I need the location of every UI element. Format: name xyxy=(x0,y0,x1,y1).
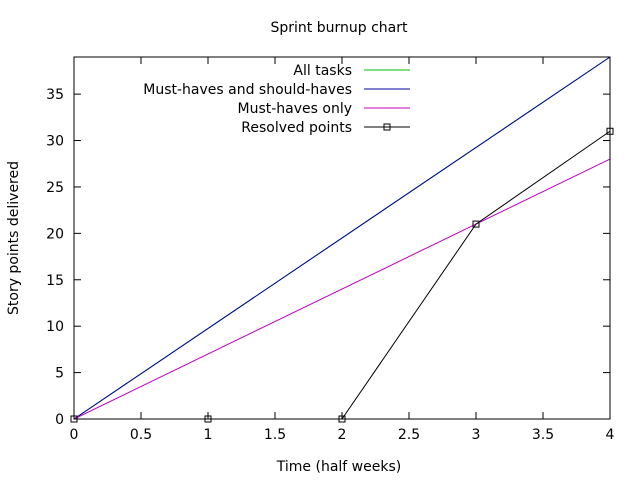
series-line-must-haves-and-should-haves xyxy=(73,56,611,420)
legend: All tasks Must-haves and should-haves Must… xyxy=(143,63,410,136)
x-tick-label: 1 xyxy=(204,427,213,443)
y-tick-label: 25 xyxy=(46,180,64,196)
y-tick-label: 15 xyxy=(46,273,64,289)
series-line-must-haves-only xyxy=(73,158,611,420)
y-tick-label: 0 xyxy=(55,412,64,428)
x-tick-label: 4 xyxy=(606,427,615,443)
x-tick-label: 0 xyxy=(70,427,79,443)
series-line-resolved-points xyxy=(74,130,611,420)
y-tick-label: 20 xyxy=(46,226,64,242)
x-tick-label: 3 xyxy=(472,427,481,443)
y-axis: 0 5 10 15 20 25 30 35 xyxy=(46,87,610,428)
legend-label: Must-haves only xyxy=(238,101,353,117)
chart-title: Sprint burnup chart xyxy=(271,20,408,36)
legend-item-must-haves-and-should-haves: Must-haves and should-haves xyxy=(143,82,410,98)
x-tick-label: 1.5 xyxy=(264,427,286,443)
legend-item-resolved-points: Resolved points xyxy=(241,120,410,136)
x-axis: 0 0.5 1 1.5 2 2.5 3 3.5 4 xyxy=(70,57,615,443)
legend-marker xyxy=(383,123,391,131)
series-must-haves-and-should-haves xyxy=(73,56,611,420)
series-must-haves-only xyxy=(73,158,611,420)
y-tick-label: 35 xyxy=(46,87,64,103)
x-tick-label: 2.5 xyxy=(398,427,420,443)
data-point xyxy=(472,220,480,228)
legend-label: Must-haves and should-haves xyxy=(143,82,352,98)
x-tick-label: 2 xyxy=(338,427,347,443)
y-axis-label: Story points delivered xyxy=(6,161,22,315)
y-tick-label: 10 xyxy=(46,319,64,335)
x-axis-label: Time (half weeks) xyxy=(276,459,401,475)
legend-label: All tasks xyxy=(293,63,352,79)
y-tick-label: 5 xyxy=(55,366,64,382)
legend-label: Resolved points xyxy=(241,120,352,136)
series-resolved-points xyxy=(70,127,614,423)
legend-item-all-tasks: All tasks xyxy=(293,63,410,79)
x-tick-label: 0.5 xyxy=(130,427,152,443)
legend-item-must-haves-only: Must-haves only xyxy=(238,101,410,117)
y-tick-label: 30 xyxy=(46,134,64,150)
x-tick-label: 3.5 xyxy=(532,427,554,443)
